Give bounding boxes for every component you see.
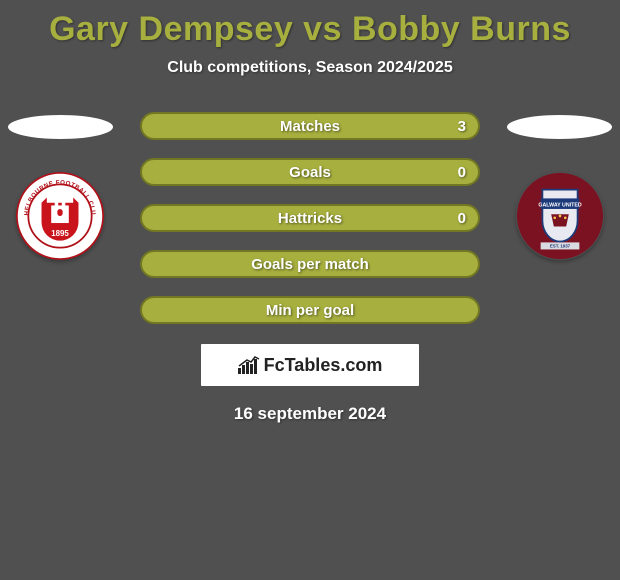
brand-label: FcTables.com bbox=[238, 355, 383, 376]
svg-text:EST. 1937: EST. 1937 bbox=[550, 244, 571, 249]
stat-bar-label: Goals bbox=[289, 164, 331, 181]
stat-bar-label: Hattricks bbox=[278, 210, 342, 227]
stat-bar-value-right: 0 bbox=[458, 210, 466, 227]
svg-text:1895: 1895 bbox=[51, 229, 69, 238]
stat-bar-label: Matches bbox=[280, 118, 340, 135]
player-marker-left bbox=[8, 115, 113, 139]
stat-bar-hattricks: Hattricks 0 bbox=[140, 204, 480, 232]
date-label: 16 september 2024 bbox=[0, 404, 620, 424]
stat-bar-min-per-goal: Min per goal bbox=[140, 296, 480, 324]
stat-bar-value-right: 3 bbox=[458, 118, 466, 135]
stat-bars: Matches 3 Goals 0 Hattricks 0 Goals per match M… bbox=[140, 112, 480, 324]
player-marker-right bbox=[507, 115, 612, 139]
stat-bar-matches: Matches 3 bbox=[140, 112, 480, 140]
club-crest-right: GALWAY UNITED EST. 1937 bbox=[516, 172, 604, 260]
brand-text: FcTables.com bbox=[264, 355, 383, 376]
svg-text:GALWAY UNITED: GALWAY UNITED bbox=[538, 202, 581, 208]
brand-box: FcTables.com bbox=[201, 344, 419, 386]
stat-bar-value-right: 0 bbox=[458, 164, 466, 181]
chart-icon bbox=[238, 356, 260, 374]
page-title: Gary Dempsey vs Bobby Burns bbox=[0, 0, 620, 49]
subtitle: Club competitions, Season 2024/2025 bbox=[0, 59, 620, 77]
stat-bar-label: Goals per match bbox=[251, 256, 369, 273]
comparison-content: SHELBOURNE FOOTBALL CLUB 1895 GALWAY UNI… bbox=[0, 112, 620, 424]
stat-bar-label: Min per goal bbox=[266, 302, 354, 319]
stat-bar-goals-per-match: Goals per match bbox=[140, 250, 480, 278]
stat-bar-goals: Goals 0 bbox=[140, 158, 480, 186]
club-crest-left: SHELBOURNE FOOTBALL CLUB 1895 bbox=[16, 172, 104, 260]
